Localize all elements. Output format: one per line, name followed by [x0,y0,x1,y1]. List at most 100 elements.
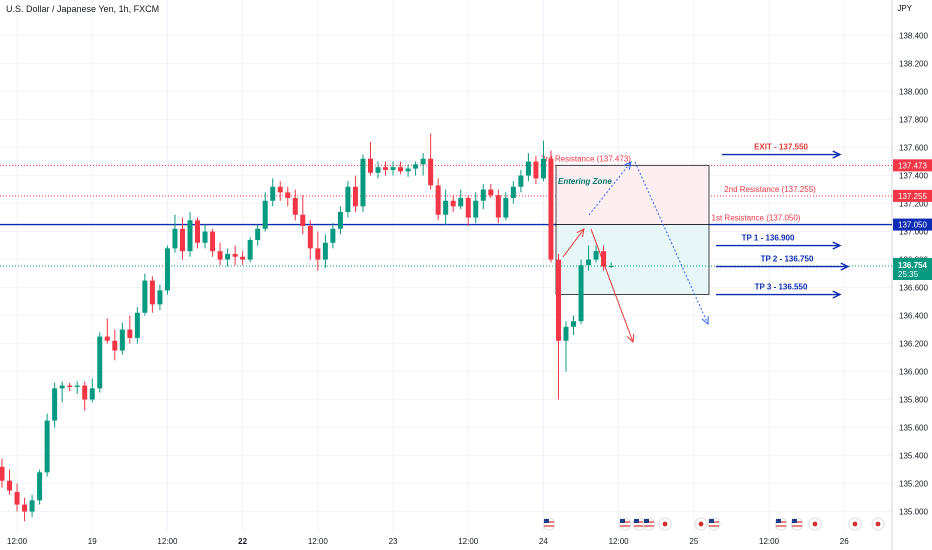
candle-body [390,167,396,170]
candle [97,332,103,393]
candle [428,133,434,190]
candle [337,206,343,235]
jp-flag-icon [808,517,822,531]
candle-body [458,197,464,207]
candle-body [262,200,268,229]
target-label-0: EXIT - 137.550 [754,143,808,152]
candle-body [149,280,155,305]
candle-body [37,472,43,501]
candle [540,140,546,182]
candle-body [74,385,80,387]
countdown-label: 25:35 [898,270,919,279]
x-tick-label: 12:00 [308,537,329,546]
candle-body [179,228,185,252]
candle-body [330,228,336,243]
y-tick-label: 137.800 [899,116,928,125]
candle [450,195,456,212]
candle-body [555,259,561,341]
candle-body [307,225,313,249]
time-axis: 12:00 19 12:00 22 12:00 23 12:00 24 12:00 25 12:00… [7,537,849,546]
candle-body [52,388,58,421]
x-tick-label: 19 [88,537,97,546]
candle [262,192,268,232]
candle-body [548,158,554,260]
candle-body [563,326,569,341]
candle-body [127,329,133,338]
candle-body [172,228,178,249]
candle-body [217,251,223,260]
candle-body [89,388,95,400]
candle [443,189,449,225]
target-arrow-3 [716,290,842,299]
y-tick-label: 135.000 [899,508,928,517]
jp-flag-icon [694,517,708,531]
candle [360,154,366,212]
drop-arrow [590,228,635,344]
y-tick-label: 135.200 [899,480,928,489]
candle [503,192,509,221]
candle [555,253,561,400]
y-tick-label: 138.200 [899,60,928,69]
y-tick-label: 136.000 [899,368,928,377]
candle [533,155,539,184]
candle [300,195,306,235]
candle-body [67,385,73,387]
candle-body [270,186,276,201]
candle-body [337,211,343,229]
candle-body [578,265,584,322]
candle-body [112,340,118,351]
candle [398,161,404,175]
candle-body [398,167,404,172]
candle [157,284,163,310]
candle [37,469,43,505]
price-tag-label: 137.255 [898,192,927,201]
candle [405,164,411,177]
price-tag [893,159,932,172]
candle [488,183,494,198]
candle [179,217,185,260]
candle-body [608,266,614,267]
price-tag-label: 137.473 [898,161,927,170]
candle [571,315,577,336]
candle-body [44,420,50,473]
us-flag-icon [790,517,804,531]
candle-body [503,197,509,218]
candle-body [97,336,103,389]
candle-body [518,175,524,187]
candle-body [352,186,358,207]
entry-arrow [562,228,585,258]
candle [525,153,531,182]
candle [510,181,516,204]
candle-body [480,189,486,201]
candle [383,161,389,176]
candle [518,169,524,193]
y-tick-label: 137.000 [899,228,928,237]
candle [134,307,140,344]
candle-body [232,253,238,257]
candle-body [0,466,5,481]
candle [292,189,298,221]
last-price-label: 136.754 [898,261,927,270]
candle-body [195,220,201,243]
projection-down-arrow [634,161,709,326]
candle-body [533,161,539,179]
x-tick-label: 12:00 [759,537,780,546]
candle [285,186,291,207]
candle-body [240,256,246,260]
candle [217,242,223,266]
us-flag-icon [618,517,632,531]
candle-body [375,167,381,173]
jp-flag-icon [848,517,862,531]
y-tick-label: 136.200 [899,340,928,349]
y-tick-label: 138.400 [899,32,928,41]
target-arrow-0 [722,150,842,159]
candle [74,381,80,394]
candle-body [104,336,110,341]
candle-body [225,253,231,260]
resistance-2-label: 2nd Resistance (137.255) [724,185,816,194]
candle-body [292,197,298,215]
x-tick-label: 24 [539,537,548,546]
y-tick-label: 137.400 [899,172,928,181]
